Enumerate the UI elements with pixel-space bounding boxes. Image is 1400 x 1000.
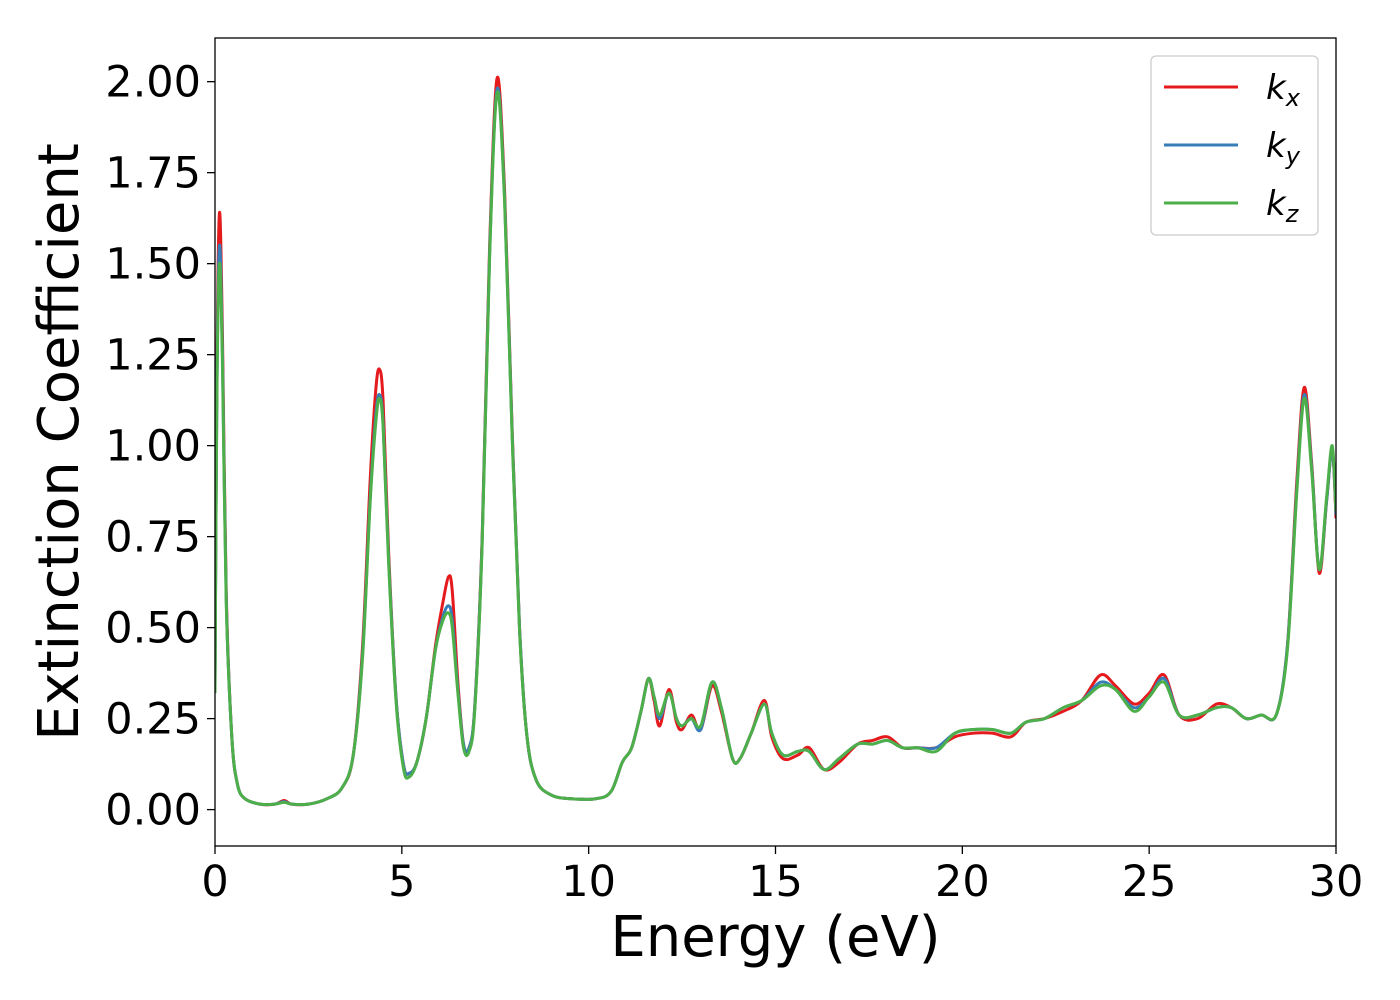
y-axis-title: Extinction Coefficient	[27, 143, 92, 741]
x-tick-label: 5	[388, 857, 415, 907]
x-tick-label: 10	[561, 857, 616, 907]
y-tick-label: 0.25	[105, 695, 201, 745]
legend-label-z: kz	[1266, 184, 1300, 228]
ticks-layer: 0 5 10 15 20 25 30 0.00 0.25 0.50 0.75 1.00 1.25 1.50…	[105, 58, 1363, 907]
series-line-z	[215, 90, 1336, 807]
y-tick-label: 0.50	[105, 604, 201, 654]
y-tick-label: 1.00	[105, 422, 201, 472]
x-tick-label: 15	[748, 857, 803, 907]
y-tick-label: 0.75	[105, 513, 201, 563]
legend-label-y: ky	[1266, 126, 1301, 170]
legend-label-x: kx	[1266, 68, 1301, 112]
y-tick-label: 2.00	[105, 58, 201, 108]
legend: kx ky kz	[1150, 55, 1319, 236]
x-tick-label: 0	[201, 857, 228, 907]
x-tick-label: 20	[935, 857, 990, 907]
y-tick-label: 1.50	[105, 240, 201, 290]
x-tick-label: 25	[1122, 857, 1177, 907]
y-tick-label: 0.00	[105, 786, 201, 836]
y-tick-label: 1.75	[105, 149, 201, 199]
x-axis-title: Energy (eV)	[610, 905, 940, 970]
y-tick-label: 1.25	[105, 331, 201, 381]
x-tick-label: 30	[1309, 857, 1364, 907]
series-layer	[215, 75, 1336, 807]
